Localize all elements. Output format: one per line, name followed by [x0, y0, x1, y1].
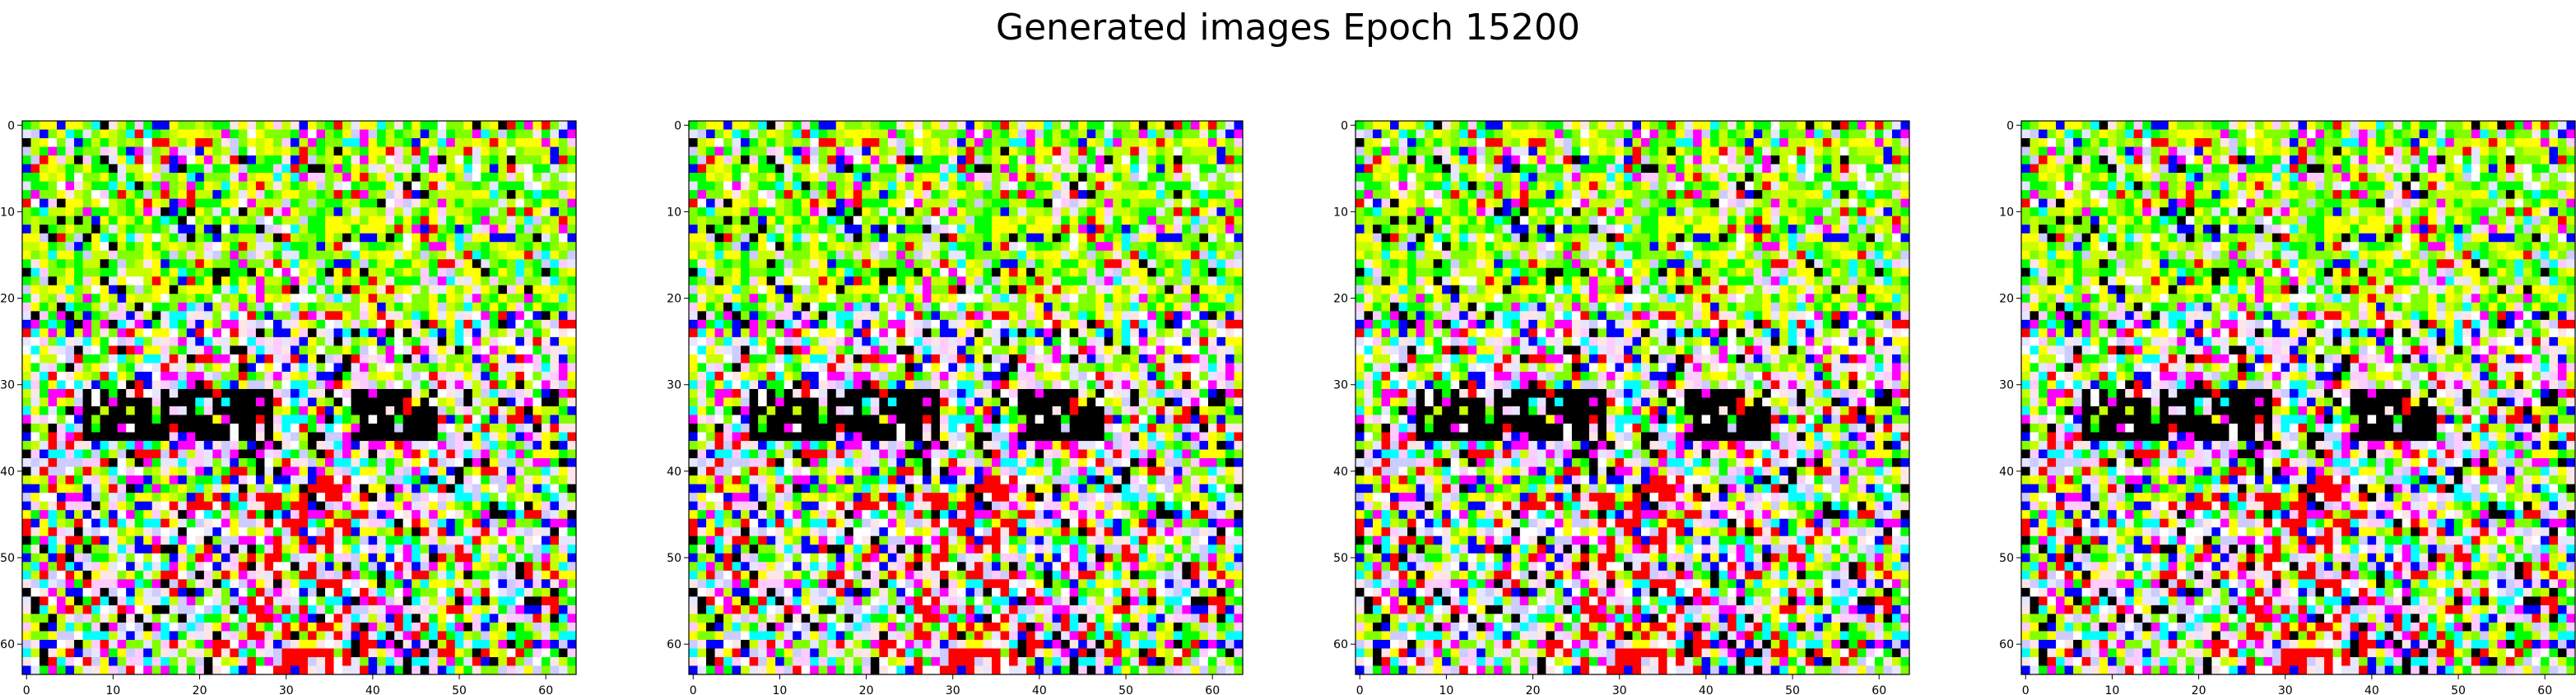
x-tick-label: 40: [1699, 684, 1713, 695]
pixel-grid-1: [22, 121, 577, 675]
y-tick-label: 20: [1333, 293, 1348, 306]
x-tick-label: 10: [1439, 684, 1454, 695]
x-tick-label: 50: [452, 684, 467, 695]
x-tick-label: 60: [538, 684, 553, 695]
axes-frame: [2020, 120, 2576, 675]
x-tick-label: 10: [773, 684, 788, 695]
x-tick-label: 10: [106, 684, 121, 695]
x-tick-label: 40: [1032, 684, 1047, 695]
x-tick-label: 0: [690, 684, 697, 695]
y-tick-label: 60: [667, 638, 681, 651]
x-tick-label: 0: [2022, 684, 2030, 695]
y-tick-label: 50: [1999, 552, 2014, 565]
y-tick-label: 50: [0, 552, 15, 565]
x-tick-label: 20: [1526, 684, 1541, 695]
y-tick-label: 50: [1333, 552, 1348, 565]
y-tick-label: 60: [0, 638, 15, 651]
axes-frame: [21, 120, 577, 675]
x-tick-label: 60: [1205, 684, 1220, 695]
figure-title: Generated images Epoch 15200: [995, 7, 1581, 49]
x-tick-label: 40: [365, 684, 380, 695]
y-tick-label: 20: [0, 293, 15, 306]
y-tick-label: 50: [667, 552, 681, 565]
y-tick-label: 30: [667, 379, 681, 392]
y-tick-label: 20: [1999, 293, 2014, 306]
y-tick-label: 0: [1341, 119, 1348, 132]
pixel-grid-3: [1355, 121, 1910, 675]
x-tick-label: 30: [279, 684, 294, 695]
y-tick-label: 10: [1999, 206, 2014, 219]
pixel-grid-4: [2021, 121, 2576, 675]
x-tick-label: 20: [2192, 684, 2206, 695]
y-tick-label: 10: [0, 206, 15, 219]
x-tick-label: 60: [2537, 684, 2552, 695]
y-tick-label: 0: [2006, 119, 2014, 132]
y-tick-label: 30: [1999, 379, 2014, 392]
x-tick-label: 40: [2364, 684, 2379, 695]
x-tick-label: 50: [2451, 684, 2466, 695]
x-tick-label: 10: [2105, 684, 2120, 695]
y-tick-label: 20: [667, 293, 681, 306]
x-tick-label: 50: [1118, 684, 1133, 695]
pixel-grid-2: [689, 121, 1244, 675]
y-tick-label: 60: [1999, 638, 2014, 651]
y-tick-label: 30: [0, 379, 15, 392]
x-tick-label: 0: [1356, 684, 1364, 695]
x-tick-label: 0: [23, 684, 30, 695]
x-tick-label: 30: [1612, 684, 1627, 695]
y-tick-label: 40: [0, 466, 15, 479]
axes-frame: [1355, 120, 1910, 675]
y-tick-label: 40: [1333, 466, 1348, 479]
x-tick-label: 50: [1785, 684, 1800, 695]
axes-frame: [688, 120, 1244, 675]
x-tick-label: 20: [859, 684, 874, 695]
x-tick-label: 60: [1872, 684, 1886, 695]
y-tick-label: 10: [667, 206, 681, 219]
x-tick-label: 30: [946, 684, 960, 695]
y-tick-label: 40: [667, 466, 681, 479]
y-tick-label: 30: [1333, 379, 1348, 392]
x-tick-label: 20: [193, 684, 207, 695]
y-tick-label: 10: [1333, 206, 1348, 219]
y-tick-label: 40: [1999, 466, 2014, 479]
y-tick-label: 0: [7, 119, 15, 132]
x-tick-label: 30: [2278, 684, 2293, 695]
y-tick-label: 60: [1333, 638, 1348, 651]
y-tick-label: 0: [674, 119, 681, 132]
